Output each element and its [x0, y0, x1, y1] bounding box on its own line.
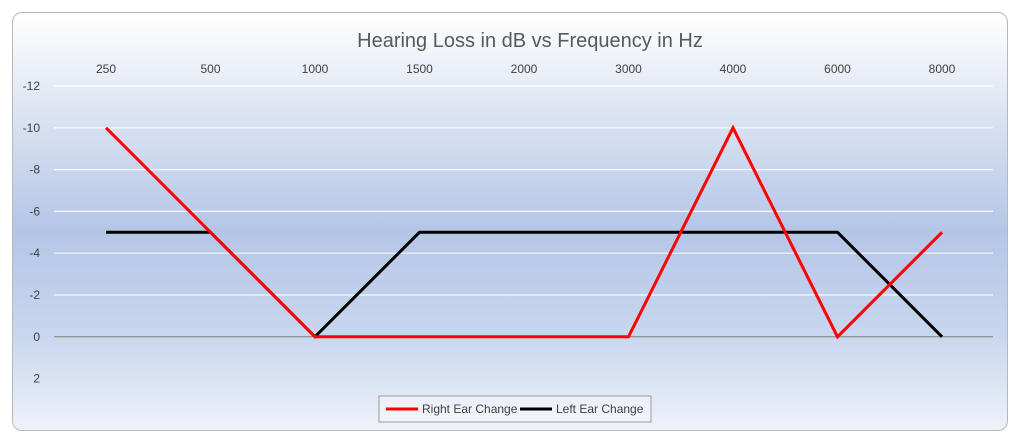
x-tick-label: 3000: [615, 62, 642, 76]
gridlines: [54, 85, 993, 338]
y-tick-label: -2: [29, 288, 40, 302]
x-tick-label: 1500: [406, 62, 433, 76]
chart-frame: [12, 12, 1008, 431]
x-tick-label: 2000: [511, 62, 538, 76]
y-axis-ticks: -12 -10 -8 -6 -4 -2 0 2: [23, 79, 41, 386]
y-tick-label: -12: [23, 79, 41, 93]
y-tick-label: -8: [29, 163, 40, 177]
x-axis-ticks: 250 500 1000 1500 2000 3000 4000 6000 8000: [96, 62, 956, 76]
y-tick-label: -4: [29, 246, 40, 260]
y-tick-label: 0: [33, 330, 40, 344]
x-tick-label: 4000: [720, 62, 747, 76]
y-tick-label: 2: [33, 372, 40, 386]
x-tick-label: 1000: [302, 62, 329, 76]
y-tick-label: -10: [23, 121, 41, 135]
x-tick-label: 500: [200, 62, 220, 76]
y-tick-label: -6: [29, 204, 40, 218]
series-lines: [104, 124, 944, 340]
x-tick-label: 6000: [824, 62, 851, 76]
series-line: [104, 124, 944, 340]
x-tick-label: 250: [96, 62, 116, 76]
legend: Right Ear Change Left Ear Change: [378, 395, 652, 423]
x-tick-label: 8000: [929, 62, 956, 76]
legend-label: Right Ear Change: [422, 402, 518, 416]
legend-box: [378, 395, 652, 423]
series-line: [106, 230, 944, 339]
chart-title: Hearing Loss in dB vs Frequency in Hz: [357, 30, 703, 52]
legend-label: Left Ear Change: [556, 402, 644, 416]
